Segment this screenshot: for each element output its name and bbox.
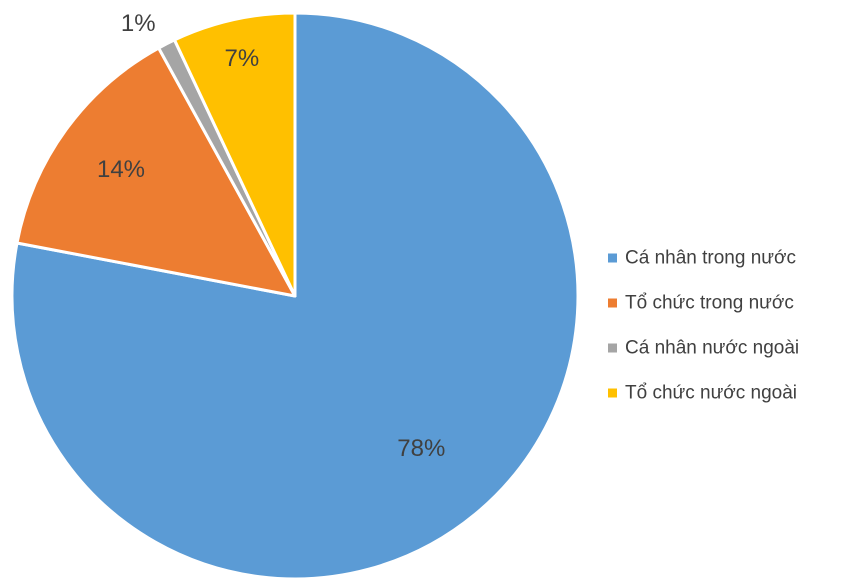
legend-item-to-chuc-nuoc-ngoai: Tổ chức nước ngoài: [608, 383, 797, 404]
pie-slice-to-chuc-nuoc-ngoai: [173, 11, 297, 298]
legend-item-ca-nhan-trong-nuoc: Cá nhân trong nước: [608, 248, 796, 269]
legend-swatch: [608, 298, 617, 308]
legend-swatch: [608, 253, 617, 263]
legend-item-ca-nhan-nuoc-ngoai: Cá nhân nước ngoài: [608, 338, 799, 359]
pie-slice-ca-nhan-trong-nuoc: [10, 11, 580, 581]
legend-label: Tổ chức trong nước: [625, 293, 794, 314]
data-label-to-chuc-nuoc-ngoai: 7%: [225, 45, 260, 72]
pie-data-labels: 78% 14% 1% 7%: [97, 10, 445, 462]
data-label-to-chuc-trong-nuoc: 14%: [97, 156, 145, 183]
legend-swatch: [608, 388, 617, 398]
legend: Cá nhân trong nước Tổ chức trong nước Cá n…: [608, 248, 799, 404]
legend-label: Cá nhân trong nước: [625, 248, 796, 269]
pie-slice-to-chuc-trong-nuoc: [15, 46, 297, 298]
legend-label: Cá nhân nước ngoài: [625, 338, 799, 359]
data-label-ca-nhan-nuoc-ngoai: 1%: [121, 10, 156, 37]
legend-label: Tổ chức nước ngoài: [625, 383, 797, 404]
data-label-ca-nhan-trong-nuoc: 78%: [397, 435, 445, 462]
legend-swatch: [608, 343, 617, 353]
legend-item-to-chuc-trong-nuoc: Tổ chức trong nước: [608, 293, 794, 314]
pie-slices: [10, 11, 580, 581]
